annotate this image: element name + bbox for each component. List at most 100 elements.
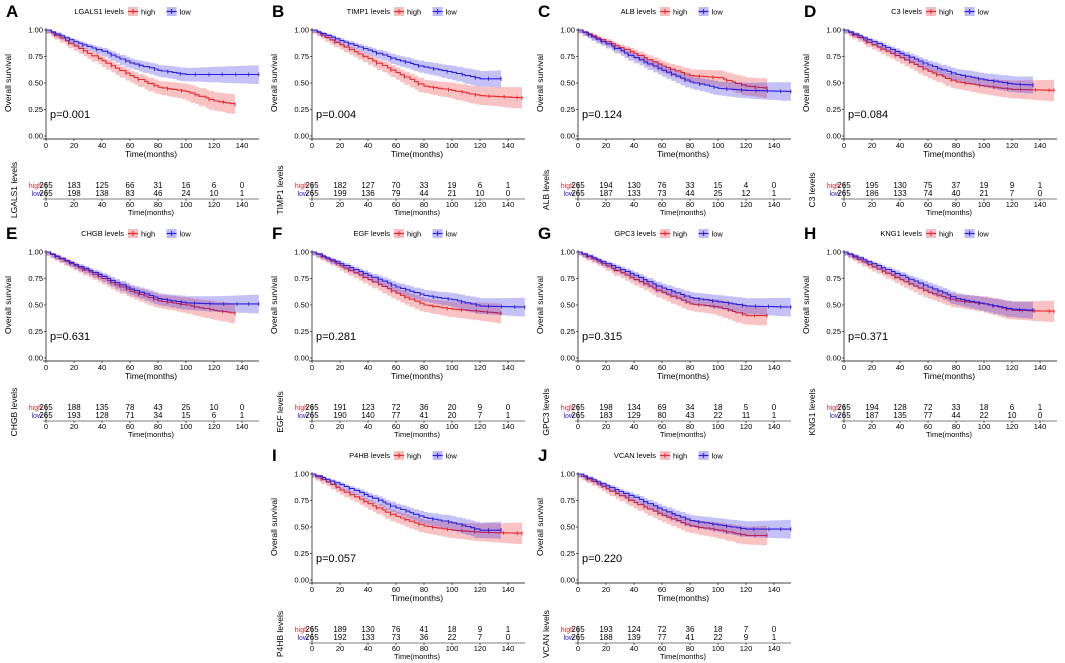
p-value: p=0.057: [316, 553, 356, 565]
y-tick-label: 0.25: [294, 549, 309, 558]
risk-count-high: 189: [333, 625, 347, 634]
survival-curve-high: [578, 251, 767, 317]
risk-tick-label: 100: [978, 200, 991, 209]
risk-tick-label: 100: [712, 644, 725, 653]
legend-label-low: low: [712, 8, 724, 17]
x-tick-label: 80: [686, 141, 694, 150]
x-tick-label: 20: [602, 141, 610, 150]
ci-band-low: [46, 252, 259, 314]
y-tick-label: 0.25: [560, 549, 575, 558]
x-tick-label: 0: [576, 585, 580, 594]
x-tick-label: 20: [868, 141, 876, 150]
ci-band-low: [578, 252, 791, 317]
risk-count-low: 140: [361, 411, 375, 420]
risk-tick-label: 80: [686, 644, 694, 653]
y-tick-label: 0.50: [28, 301, 43, 310]
risk-count-low: 6: [212, 411, 217, 420]
x-tick-label: 120: [208, 363, 221, 372]
risk-tick-label: 120: [740, 422, 753, 431]
y-tick-label: 1.00: [826, 248, 841, 257]
risk-tick-label: 80: [154, 200, 162, 209]
risk-count-low: 34: [154, 411, 163, 420]
risk-count-low: 22: [714, 411, 723, 420]
survival-curve-high: [312, 251, 502, 314]
risk-tick-label: 0: [576, 422, 580, 431]
risk-tick-label: 40: [98, 422, 106, 431]
risk-count-low: 265: [39, 189, 53, 198]
risk-tick-label: 60: [126, 200, 134, 209]
x-tick-label: 140: [768, 585, 781, 594]
legend: KNG1 levels high low: [880, 229, 989, 239]
legend-title: ALB levels: [621, 7, 657, 16]
risk-count-low: 1: [772, 411, 777, 420]
x-tick-label: 20: [336, 585, 344, 594]
risk-count-high: 130: [627, 181, 641, 190]
y-tick-label: 1.00: [826, 26, 841, 35]
risk-table-title: GPC3 levels: [541, 388, 551, 435]
y-axis-title: Overall survival: [269, 276, 279, 334]
y-tick-label: 0.50: [826, 301, 841, 310]
risk-count-high: 9: [478, 625, 483, 634]
y-tick-label: 1.00: [294, 248, 309, 257]
x-tick-label: 40: [896, 363, 904, 372]
risk-x-axis-title: Time(months): [394, 430, 440, 439]
panel-label: C: [538, 2, 550, 21]
risk-count-high: 130: [361, 625, 375, 634]
legend-label-high: high: [407, 452, 421, 461]
risk-tick-label: 80: [420, 422, 428, 431]
risk-table-title: LGALS1 levels: [9, 162, 19, 218]
risk-count-high: 198: [599, 403, 613, 412]
risk-count-high: 37: [952, 181, 961, 190]
y-axis-title: Overall survival: [269, 498, 279, 556]
risk-count-low: 193: [67, 411, 81, 420]
x-tick-label: 140: [1034, 141, 1047, 150]
legend: ALB levels high low: [621, 7, 724, 17]
legend: EGF levels high low: [353, 229, 457, 239]
legend-label-high: high: [407, 8, 421, 17]
risk-count-high: 4: [744, 181, 749, 190]
y-tick-label: 0.50: [560, 301, 575, 310]
risk-count-high: 265: [39, 181, 53, 190]
panel-b: B TIMP1 levels high low0.000.250.500.751.00…: [269, 2, 525, 217]
risk-tick-label: 0: [842, 200, 846, 209]
risk-count-high: 1: [506, 625, 511, 634]
risk-tick-label: 40: [896, 200, 904, 209]
x-tick-label: 120: [1006, 141, 1019, 150]
x-tick-label: 120: [740, 141, 753, 150]
y-tick-label: 0.00: [294, 132, 309, 141]
y-tick-label: 1.00: [28, 248, 43, 257]
legend-label-high: high: [939, 230, 953, 239]
legend-label-low: low: [180, 230, 192, 239]
risk-count-high: 123: [361, 403, 375, 412]
ci-band-low: [578, 30, 791, 101]
risk-count-high: 5: [744, 403, 749, 412]
risk-count-high: 0: [772, 403, 777, 412]
risk-table-title: P4HB levels: [275, 611, 285, 657]
risk-tick-label: 60: [392, 422, 400, 431]
risk-tick-label: 40: [630, 422, 638, 431]
y-tick-label: 0.00: [560, 576, 575, 585]
legend-title: GPC3 levels: [614, 229, 656, 238]
risk-tick-label: 140: [236, 200, 249, 209]
risk-count-high: 6: [212, 181, 217, 190]
risk-tick-label: 60: [924, 200, 932, 209]
risk-count-high: 72: [392, 403, 401, 412]
risk-count-high: 265: [571, 625, 585, 634]
risk-count-high: 31: [154, 181, 163, 190]
risk-count-high: 6: [478, 181, 483, 190]
legend-label-low: low: [978, 230, 990, 239]
risk-count-low: 21: [980, 189, 989, 198]
risk-count-low: 71: [126, 411, 135, 420]
risk-count-low: 133: [361, 633, 375, 642]
survival-curve-low: [578, 473, 791, 530]
x-tick-label: 80: [154, 141, 162, 150]
x-axis-title: Time(months): [391, 149, 443, 159]
panel-a: A LGALS1 levels high low0.000.250.500.751.0…: [3, 2, 260, 218]
risk-table: ALB levels highlow26526501941872013013340…: [541, 170, 791, 217]
risk-count-high: 9: [478, 403, 483, 412]
risk-tick-label: 60: [658, 644, 666, 653]
risk-count-low: 77: [658, 633, 667, 642]
legend: C3 levels high low: [891, 7, 989, 17]
